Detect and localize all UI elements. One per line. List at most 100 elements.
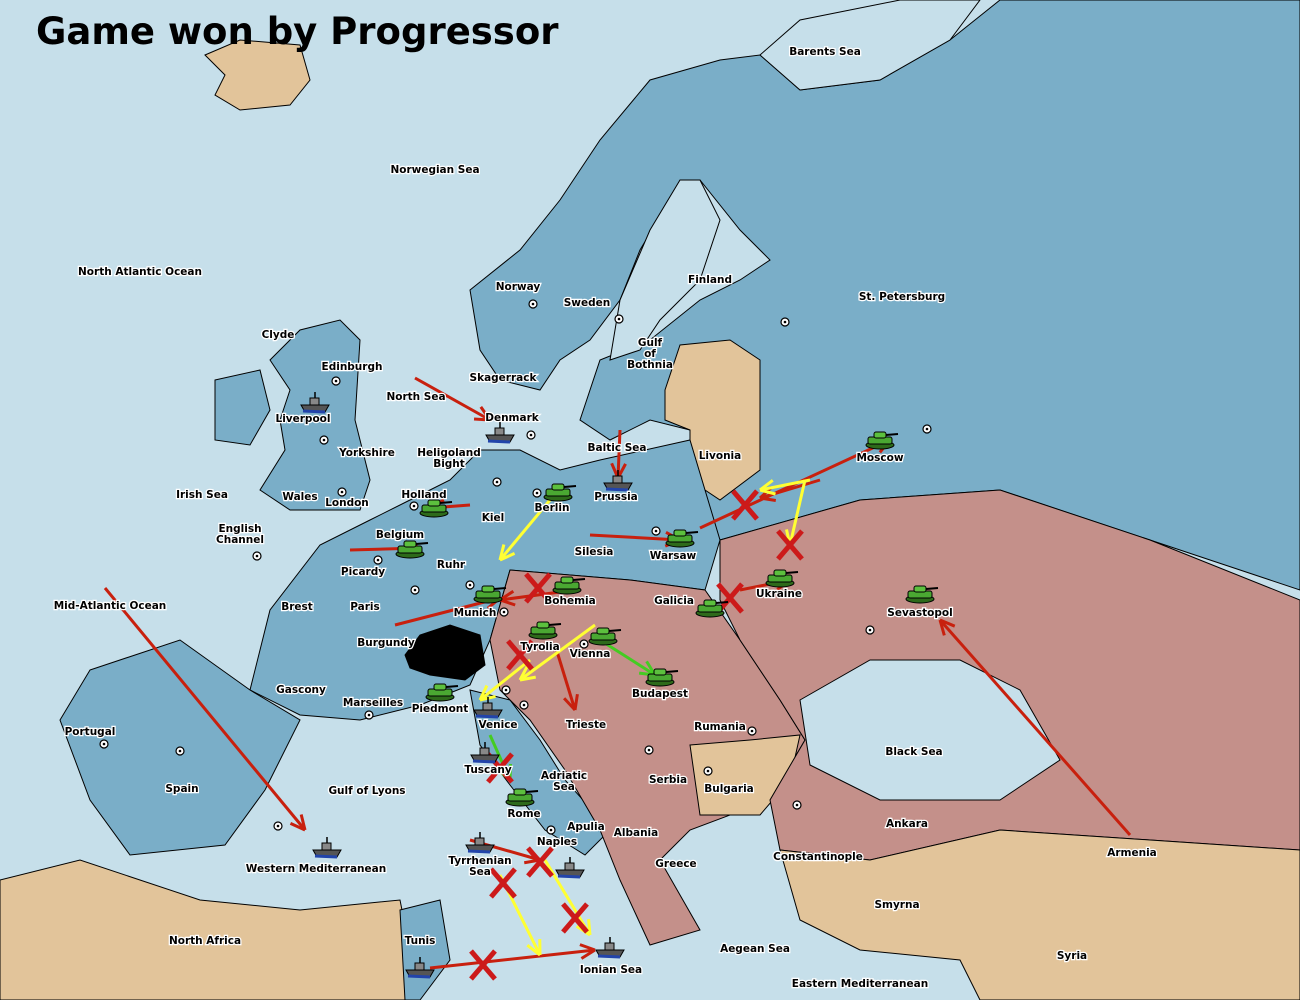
supply-center-dot xyxy=(706,769,710,773)
army-tank-icon[interactable] xyxy=(645,668,679,687)
province-label: Baltic Sea xyxy=(588,442,647,454)
fleet-ship-icon[interactable] xyxy=(473,697,503,719)
province-label: London xyxy=(325,497,369,509)
army-tank-icon[interactable] xyxy=(543,483,577,502)
fleet-ship-icon[interactable] xyxy=(485,422,515,444)
army-tank-icon[interactable] xyxy=(588,627,622,646)
supply-center-dot xyxy=(340,490,344,494)
support-arrow xyxy=(518,623,596,682)
supply-center-dot xyxy=(531,302,535,306)
britain[interactable] xyxy=(259,319,371,511)
province-label: Armenia xyxy=(1107,847,1157,859)
fleet-ship-icon[interactable] xyxy=(465,832,495,854)
province-label: Picardy xyxy=(341,566,385,578)
province-label: Syria xyxy=(1057,950,1087,962)
army-tank-icon[interactable] xyxy=(505,788,539,807)
province-label: Burgundy xyxy=(357,637,415,649)
supply-center-dot xyxy=(647,748,651,752)
province-label: Skagerrack xyxy=(470,372,538,384)
province-label: Rome xyxy=(507,808,540,820)
supply-center-dot xyxy=(102,742,106,746)
switzerland xyxy=(404,624,486,681)
army-tank-icon[interactable] xyxy=(528,621,562,640)
failed-order-marker xyxy=(526,846,554,878)
fleet-ship-icon[interactable] xyxy=(470,742,500,764)
province-label: Tunis xyxy=(405,935,436,947)
province-label: Munich xyxy=(454,607,497,619)
fleet-ship-icon[interactable] xyxy=(603,470,633,492)
province-label: of xyxy=(644,348,656,360)
province-label: North Atlantic Ocean xyxy=(78,266,202,278)
failed-order-marker xyxy=(489,867,517,899)
move-arrow xyxy=(553,644,579,712)
supply-center-dot xyxy=(654,529,658,533)
province-label: Norwegian Sea xyxy=(390,164,479,176)
units-layer xyxy=(300,392,939,979)
game-title: Game won by Progressor xyxy=(36,10,559,53)
province-label: Ukraine xyxy=(756,588,802,600)
supply-center-dot xyxy=(535,491,539,495)
province-label: Livonia xyxy=(699,450,742,462)
fleet-ship-icon[interactable] xyxy=(555,857,585,879)
supply-center-dot xyxy=(276,824,280,828)
barents-sea xyxy=(759,0,981,91)
province-label: Aegean Sea xyxy=(720,943,790,955)
supply-center-dot xyxy=(412,504,416,508)
north-africa[interactable] xyxy=(0,859,421,1000)
province-label: Ruhr xyxy=(437,559,466,571)
supply-center-dot xyxy=(322,438,326,442)
province-label: Ankara xyxy=(886,818,928,830)
army-tank-icon[interactable] xyxy=(765,569,799,588)
province-label: Prussia xyxy=(594,491,638,503)
province-label: Bulgaria xyxy=(704,783,754,795)
province-label: Liverpool xyxy=(276,413,331,425)
austria-balkans[interactable] xyxy=(489,569,806,946)
failed-order-marker xyxy=(506,639,534,671)
province-label: Albania xyxy=(614,827,659,839)
province-label: St. Petersburg xyxy=(859,291,945,303)
army-tank-icon[interactable] xyxy=(425,683,459,702)
province-label: Moscow xyxy=(856,452,903,464)
army-tank-icon[interactable] xyxy=(695,599,729,618)
province-label: Edinburgh xyxy=(322,361,383,373)
fleet-ship-icon[interactable] xyxy=(405,957,435,979)
failed-order-marker xyxy=(731,489,759,521)
army-tank-icon[interactable] xyxy=(395,540,429,559)
province-label: Silesia xyxy=(575,546,614,558)
fleet-ship-icon[interactable] xyxy=(312,837,342,859)
province-labels: Barents Sea Norwegian Sea North Atlantic O… xyxy=(52,45,1158,992)
province-label: Bohemia xyxy=(544,595,595,607)
fleet-ship-icon[interactable] xyxy=(595,937,625,959)
livonia[interactable] xyxy=(664,339,761,501)
province-label: Warsaw xyxy=(650,550,697,562)
province-label: Portugal xyxy=(65,726,116,738)
supply-center-dot xyxy=(868,628,872,632)
province-label: Kiel xyxy=(482,512,504,524)
army-tank-icon[interactable] xyxy=(665,529,699,548)
fleet-ship-icon[interactable] xyxy=(300,392,330,414)
smyrna-syria[interactable] xyxy=(779,829,1300,1000)
army-tank-icon[interactable] xyxy=(473,585,507,604)
supply-center-dot xyxy=(334,379,338,383)
province-label: Tyrolia xyxy=(520,641,559,653)
province-label: Galicia xyxy=(654,595,694,607)
army-tank-icon[interactable] xyxy=(905,585,939,604)
province-label: Paris xyxy=(350,601,380,613)
supply-center-dot xyxy=(376,558,380,562)
province-label: English xyxy=(218,523,261,535)
province-label: Ionian Sea xyxy=(580,964,642,976)
supply-center-dot xyxy=(925,427,929,431)
army-tank-icon[interactable] xyxy=(865,431,899,450)
province-label: Sweden xyxy=(564,297,611,309)
province-label: Brest xyxy=(281,601,313,613)
supply-center-dot xyxy=(795,803,799,807)
supply-center-dot xyxy=(582,642,586,646)
move-arrow xyxy=(103,587,307,832)
province-label: Gascony xyxy=(276,684,326,696)
army-tank-icon[interactable] xyxy=(552,576,586,595)
supply-center-dot xyxy=(783,320,787,324)
army-tank-icon[interactable] xyxy=(419,499,453,518)
